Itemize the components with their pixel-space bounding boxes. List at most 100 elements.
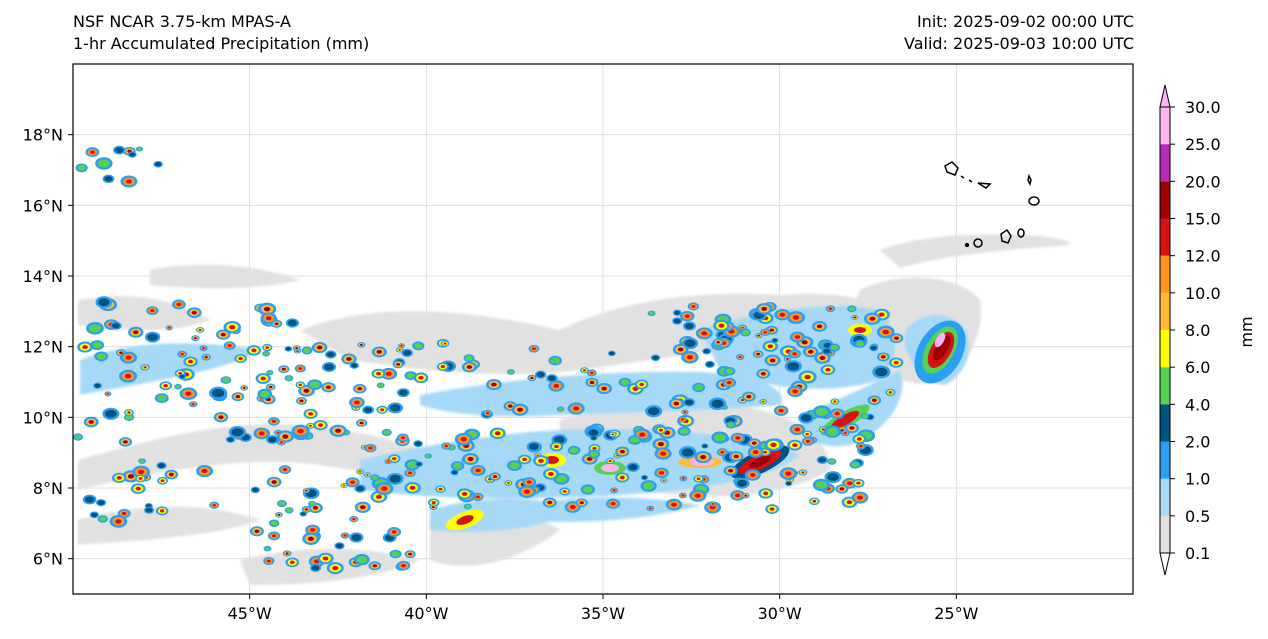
precip-cell-peak: [282, 434, 289, 439]
precip-cell-peak: [733, 454, 739, 459]
precip-cell-core: [681, 448, 694, 457]
colorbar-segment: [1160, 478, 1170, 516]
precip-cell-peak: [735, 436, 741, 440]
precip-cell-peak: [694, 493, 701, 498]
precip-cell-peak: [684, 314, 690, 318]
precip-cell-peak: [444, 444, 449, 448]
precip-cell-peak: [662, 479, 666, 482]
precip-cell-core: [582, 486, 593, 493]
precip-cell-peak: [431, 501, 436, 505]
precip-cell-core: [145, 507, 153, 513]
precip-cell-peak: [193, 337, 197, 340]
precip-cell-peak: [888, 391, 893, 394]
precip-cell-core: [529, 443, 539, 450]
colorbar-segment: [1160, 292, 1170, 330]
precip-cell-peak: [590, 371, 594, 375]
precip-cell-peak: [212, 503, 217, 507]
precip-cell-peak: [372, 564, 378, 568]
precip-cell-core: [403, 350, 412, 356]
precip-cell-peak: [680, 418, 685, 421]
precip-cell-core: [137, 147, 142, 151]
precip-cell-peak: [839, 487, 845, 491]
precip-cell-peak: [794, 427, 801, 432]
precip-cell-peak: [343, 534, 347, 537]
precip-cell-core: [104, 176, 113, 182]
precip-cell-core: [407, 461, 418, 469]
precip-cell-core: [105, 409, 117, 418]
precip-cell-core: [550, 359, 555, 364]
precip-cell-peak: [894, 336, 899, 340]
precip-cell-peak: [271, 419, 277, 423]
precip-cell-peak: [846, 481, 853, 486]
x-tick-label: 45°W: [228, 604, 272, 623]
precip-cell-peak: [265, 316, 272, 321]
precip-cell-peak: [160, 479, 165, 483]
precip-cell-peak: [185, 391, 192, 396]
precip-cell-core: [453, 462, 463, 470]
precip-cell-peak: [677, 347, 684, 352]
precip-cell-peak: [352, 518, 356, 521]
precip-cell-peak: [475, 495, 480, 499]
precip-cell-core: [270, 520, 278, 526]
precip-cell-core: [827, 473, 839, 482]
precip-cell-peak: [460, 436, 467, 442]
precip-cell-peak: [658, 470, 665, 475]
precip-cell-peak: [332, 566, 339, 571]
precip-cell-peak: [582, 369, 587, 372]
precip-cell-peak: [816, 324, 823, 329]
title-block: NSF NCAR 3.75-km MPAS-A 1-hr Accumulated…: [73, 11, 369, 55]
colorbar-tick-label: 6.0: [1185, 358, 1210, 377]
precip-cell-peak: [526, 480, 532, 484]
precip-cell-core: [139, 459, 145, 463]
precip-cell-peak: [718, 323, 725, 328]
precip-cell-peak: [137, 469, 145, 475]
precip-cell-core: [591, 436, 597, 440]
precip-cell-core: [157, 394, 167, 402]
colorbar-segment: [1160, 404, 1170, 442]
init-time: Init: 2025-09-02 00:00 UTC: [916, 12, 1134, 31]
precip-cell-peak: [619, 475, 625, 480]
precip-cell-core: [425, 454, 431, 458]
precip-cell-core: [815, 407, 828, 416]
precip-cell-peak: [517, 407, 524, 412]
precip-cell-peak: [785, 471, 792, 476]
precip-cell-peak: [856, 437, 862, 441]
precip-cell-peak: [401, 563, 406, 568]
y-tick-label: 14°N: [23, 267, 63, 286]
precip-cell-core: [706, 362, 714, 367]
precip-cell-peak: [807, 349, 814, 354]
precip-cell-peak: [376, 349, 382, 354]
precip-cell-peak: [191, 310, 197, 315]
precip-cell-peak: [608, 459, 612, 463]
precip-cell-core: [309, 501, 315, 506]
colorbar-tick-label: 4.0: [1185, 395, 1210, 414]
precip-cell-core: [648, 311, 655, 316]
precip-cell-peak: [530, 376, 534, 380]
precip-cell-core: [642, 475, 647, 480]
precip-cells: [73, 145, 904, 575]
colorbar-tick-label: 8.0: [1185, 321, 1210, 340]
precip-cell-core: [211, 388, 225, 398]
precip-cell-peak: [869, 316, 876, 321]
precip-cell-peak: [859, 444, 863, 448]
precip-cell-core: [92, 341, 102, 349]
precip-cell-peak: [127, 474, 135, 479]
precip-cell-core: [826, 427, 839, 436]
precip-cell-core: [741, 330, 750, 336]
precip-cell-peak: [734, 493, 741, 498]
precip-cell-core: [311, 565, 320, 571]
precip-cell-peak: [354, 400, 360, 405]
precip-cell-peak: [400, 344, 403, 347]
precip-cell-core: [97, 159, 110, 168]
precip-cell-peak: [298, 383, 303, 387]
colorbar-segment: [1160, 181, 1170, 219]
precip-cell-core: [588, 429, 599, 437]
precip-cell-core: [711, 399, 724, 408]
precip-cell-peak: [269, 385, 273, 389]
precip-cell-core: [112, 323, 120, 329]
precip-cell-peak: [610, 502, 616, 506]
y-tick-label: 12°N: [23, 338, 63, 357]
precip-cell-core: [227, 437, 234, 442]
precip-cell-core: [278, 501, 286, 506]
precip-cell-peak: [792, 389, 798, 394]
